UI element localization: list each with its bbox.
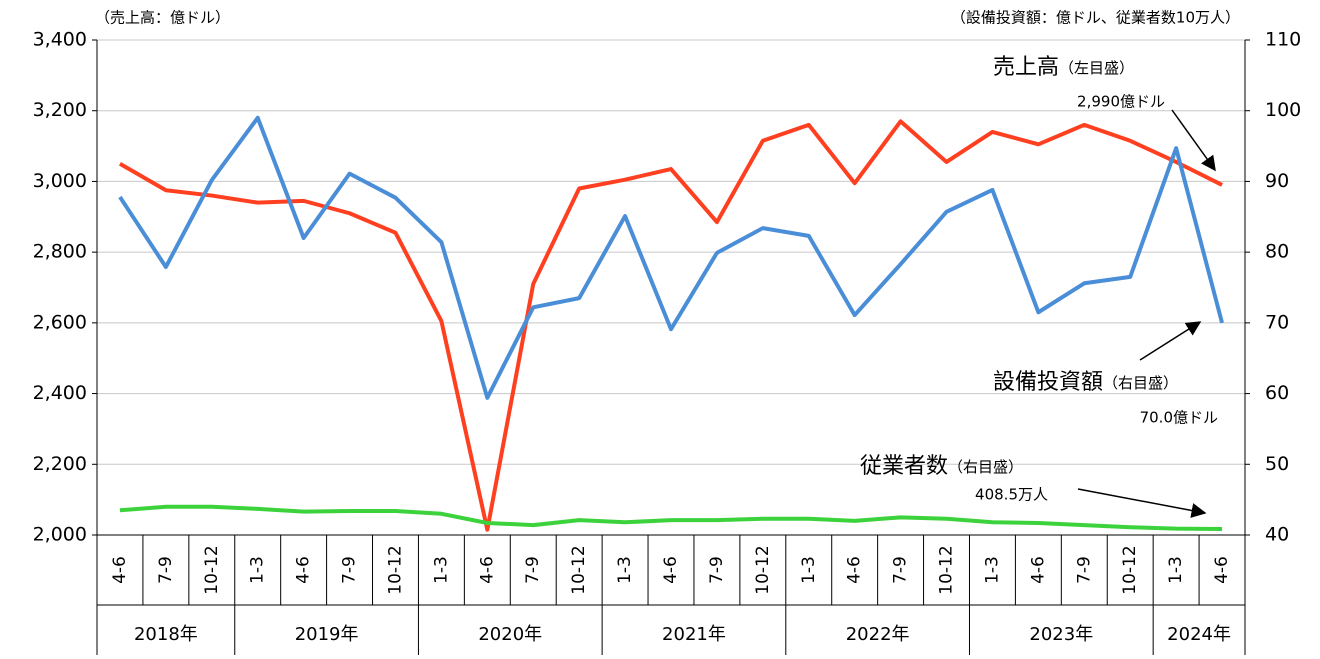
y2-tick-label: 60 [1265, 382, 1289, 404]
legend-name: 従業者数 [860, 454, 948, 479]
y2-tick-label: 80 [1265, 241, 1289, 263]
x-tick-label: 4-6 [661, 556, 681, 584]
x-tick-label: 7-9 [891, 556, 911, 584]
legend-label: 売上高（左目盛） [993, 55, 1134, 80]
legend-name: 売上高 [993, 55, 1059, 80]
x-tick-label: 10-12 [937, 545, 957, 594]
x-tick-label: 1-3 [799, 556, 819, 584]
x-tick-label: 4-6 [294, 556, 314, 584]
y-tick-label: 2,000 [33, 524, 87, 546]
y2-tick-label: 40 [1265, 524, 1289, 546]
legend-name: 設備投資額 [993, 370, 1103, 395]
y2-tick-label: 50 [1265, 453, 1289, 475]
legend-axis-note: （右目盛） [1103, 374, 1178, 392]
annotation-arrow [1171, 109, 1216, 172]
y-tick-label: 2,200 [33, 453, 87, 475]
x-tick-label: 1-3 [248, 556, 268, 584]
x-tick-label: 10-12 [202, 545, 222, 594]
y-tick-label: 3,000 [33, 170, 87, 192]
year-label: 2019年 [295, 624, 359, 645]
year-label: 2021年 [662, 624, 726, 645]
annotation-arrow [1139, 321, 1202, 361]
y-tick-label: 3,200 [33, 99, 87, 121]
x-tick-label: 4-6 [845, 556, 865, 584]
y2-tick-label: 100 [1265, 99, 1301, 121]
legend-axis-note: （右目盛） [948, 458, 1023, 476]
year-label: 2024年 [1167, 624, 1231, 645]
legend-label: 設備投資額（右目盛） [993, 370, 1178, 395]
x-tick-label: 1-3 [615, 556, 635, 584]
y-tick-label: 3,400 [33, 29, 87, 51]
x-tick-label: 7-9 [156, 556, 176, 584]
y-tick-label: 2,600 [33, 311, 87, 333]
year-label: 2022年 [846, 624, 910, 645]
x-tick-label: 4-6 [110, 556, 130, 584]
x-tick-label: 1-3 [1166, 556, 1186, 584]
year-label: 2018年 [134, 624, 198, 645]
x-tick-label: 4-6 [1212, 556, 1232, 584]
series-line [118, 119, 1223, 532]
x-tick-label: 10-12 [569, 545, 589, 594]
end-value-label: 408.5万人 [975, 486, 1048, 504]
annotation-arrow [1077, 488, 1207, 518]
x-tick-label: 4-6 [477, 556, 497, 584]
end-value-label: 2,990億ドル [1077, 93, 1165, 111]
x-tick-label: 10-12 [753, 545, 773, 594]
x-tick-label: 10-12 [1120, 545, 1140, 594]
x-tick-label: 10-12 [385, 545, 405, 594]
x-tick-label: 7-9 [1074, 556, 1094, 584]
legend-axis-note: （左目盛） [1059, 59, 1134, 77]
y2-tick-label: 90 [1265, 170, 1289, 192]
x-tick-label: 1-3 [431, 556, 451, 584]
y-tick-label: 2,400 [33, 382, 87, 404]
y2-unit-label: （設備投資額：億ドル、従業者数10万人） [951, 9, 1240, 27]
y-unit-label: （売上高：億ドル） [95, 9, 230, 27]
x-tick-label: 4-6 [1028, 556, 1048, 584]
x-tick-label: 7-9 [340, 556, 360, 584]
x-tick-label: 7-9 [707, 556, 727, 584]
y-tick-label: 2,800 [33, 241, 87, 263]
year-label: 2023年 [1029, 624, 1093, 645]
y2-tick-label: 70 [1265, 311, 1289, 333]
x-tick-label: 1-3 [982, 556, 1002, 584]
x-tick-label: 7-9 [523, 556, 543, 584]
series-line [118, 115, 1224, 400]
year-label: 2020年 [478, 624, 542, 645]
end-value-label: 70.0億ドル [1140, 409, 1218, 427]
legend-label: 従業者数（右目盛） [860, 454, 1023, 479]
series-line [119, 504, 1223, 531]
y2-tick-label: 110 [1265, 29, 1301, 51]
